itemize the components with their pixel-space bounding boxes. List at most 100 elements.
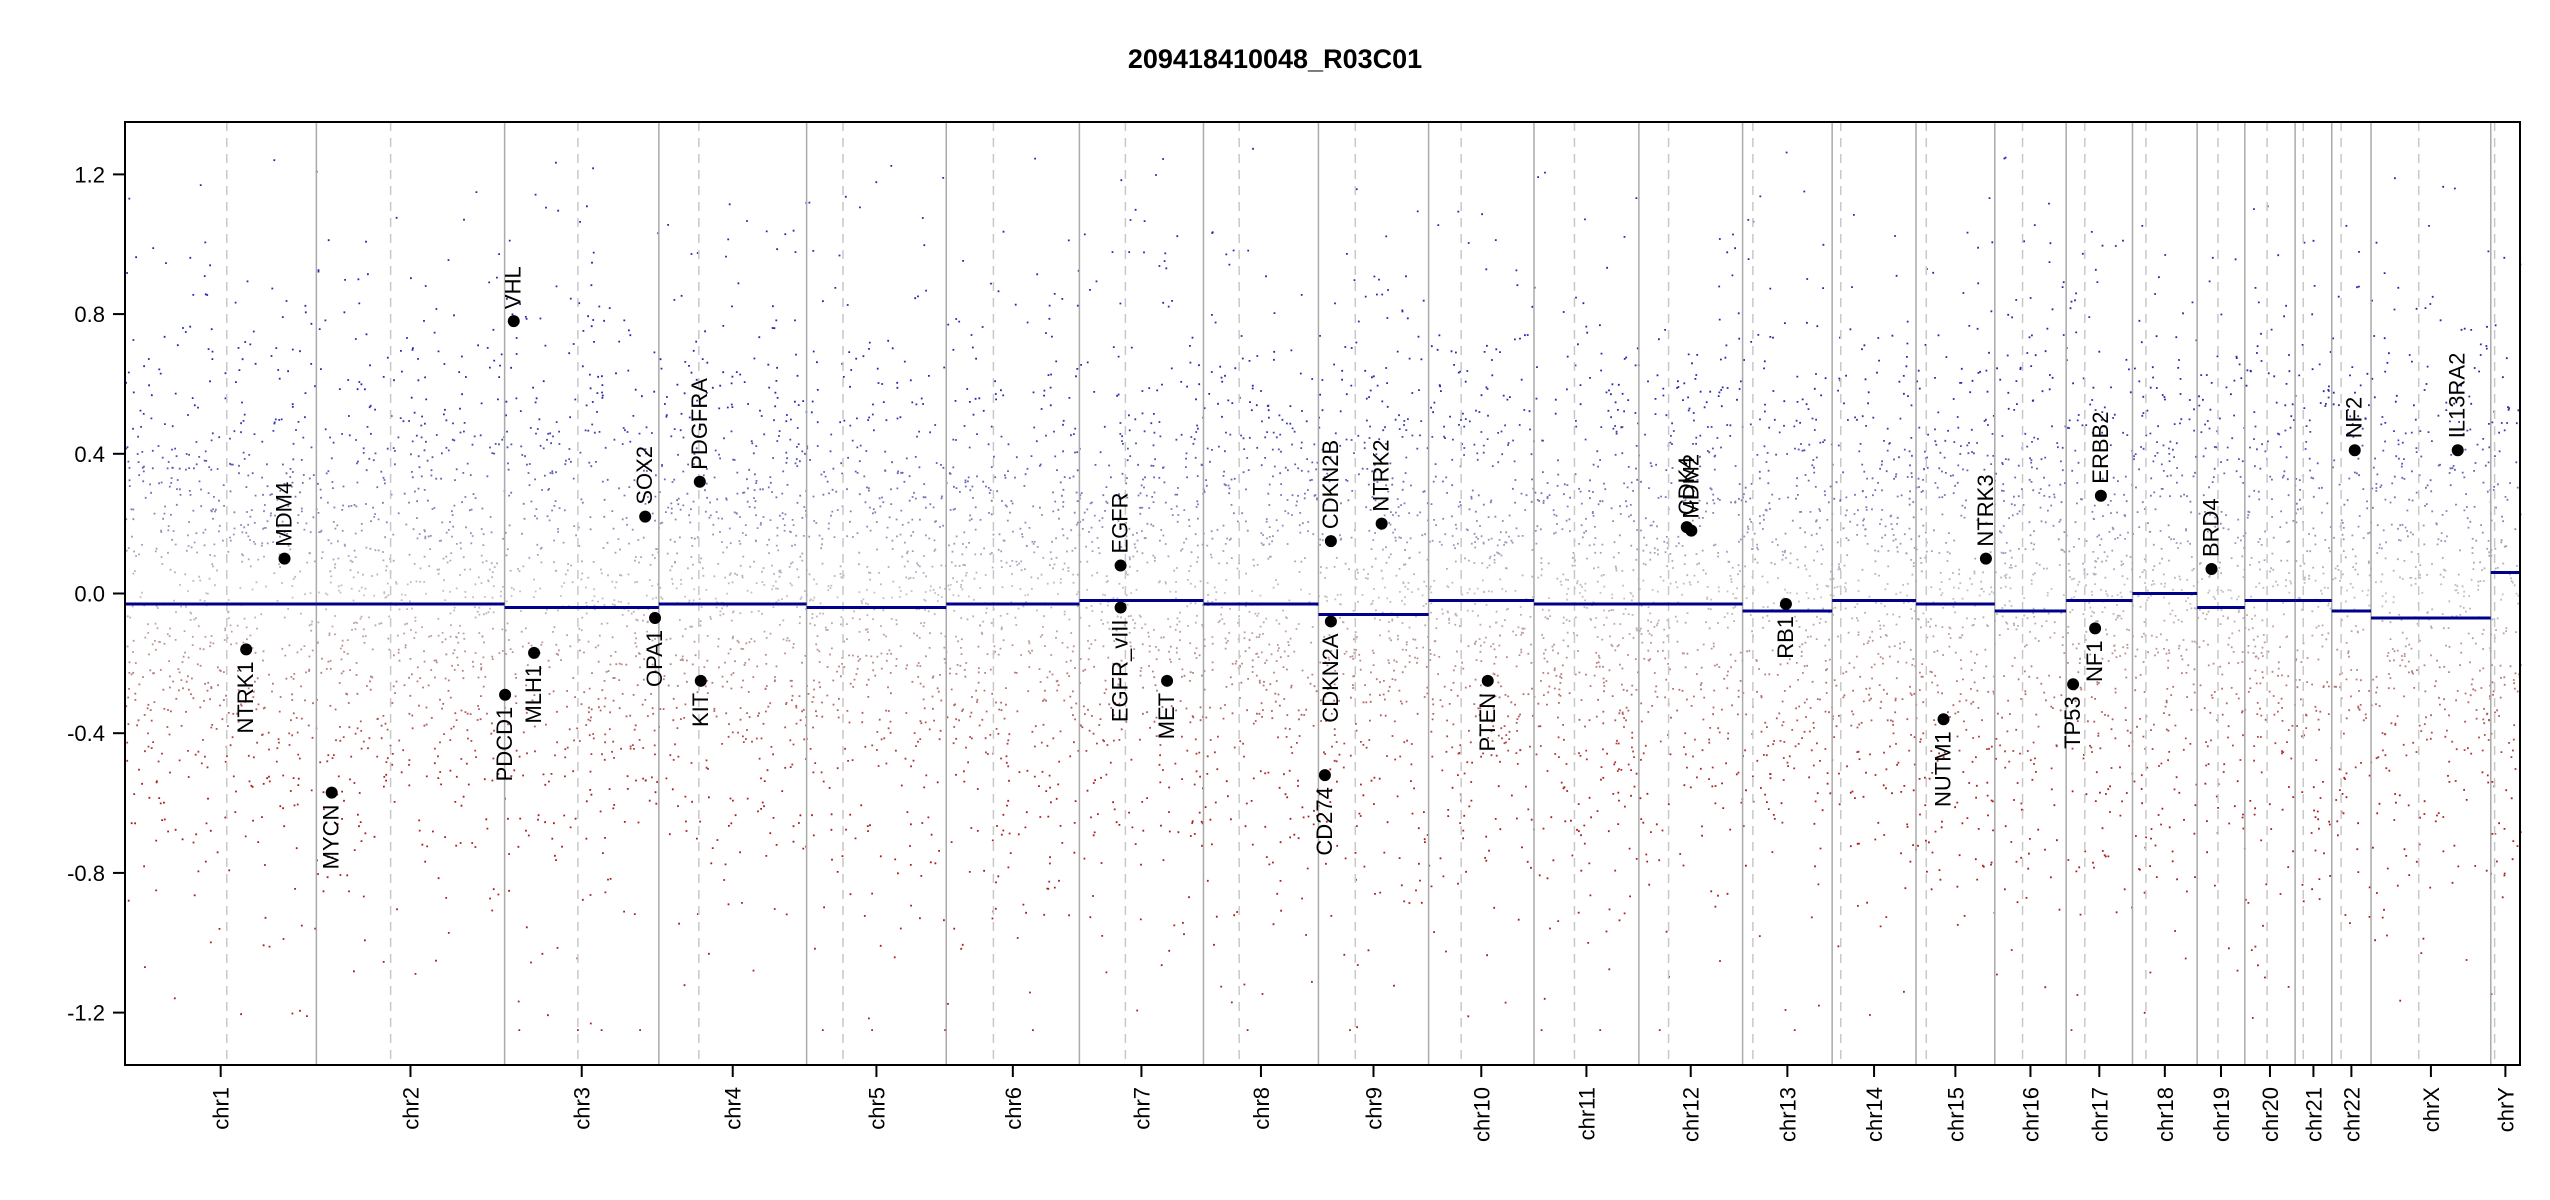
probe-point [409,657,2298,661]
gene-label: EGFR_vIII [1108,619,1133,722]
probe-point [138,682,2506,686]
probe-point [296,730,2433,734]
probe-point [337,557,2387,560]
gene-label: CD274 [1312,787,1337,855]
probe-point [229,437,2485,441]
probe-point [268,748,2458,751]
probe-point [721,742,2192,746]
probe-point [174,638,2421,642]
probe-point [171,448,2484,452]
probe-point [197,406,2510,410]
probe-point [332,486,2519,490]
x-tick-label: chr8 [1249,1087,1274,1130]
probe-point [420,423,2383,427]
probe-point [157,444,2364,448]
probe-point [160,528,2385,532]
gene-point [507,315,520,328]
probe-point [229,536,2365,540]
x-tick-label: chr19 [2209,1087,2234,1142]
probe-point [232,775,2449,778]
probe-point [125,705,2381,708]
probe-point [197,624,2432,628]
probe-point [240,431,2500,434]
probe-point [192,509,2466,512]
x-tick-label: chr9 [1362,1087,1387,1130]
gene-label: ERBB2 [2088,412,2113,484]
probe-point [198,480,2033,483]
probe-point [276,497,2509,501]
y-tick-label: -0.8 [67,861,105,886]
probe-point [229,490,2489,494]
gene-label: CDK4 [1674,456,1699,515]
probe-point [282,773,2489,777]
probe-point [209,553,2493,557]
probe-point [348,414,2440,418]
gene-point [1318,769,1331,782]
gene-point [2089,622,2102,635]
probe-point [125,517,2240,521]
probe-point [491,721,2486,725]
gene-point [2451,444,2464,457]
probe-point [164,422,2518,425]
probe-point [253,521,2438,525]
probe-point [141,781,2207,785]
probe-point [290,718,2490,722]
probe-point [170,513,2444,517]
probe-point [131,604,2462,608]
probe-point [218,523,2482,527]
probe-point [384,596,2301,600]
x-tick-label: chr11 [1574,1087,1599,1140]
probe-point [132,650,2492,654]
probe-point [362,573,2460,577]
probe-point [193,541,2503,545]
probe-point [187,776,2346,779]
gene-point [2205,563,2218,576]
probe-point [204,755,1791,758]
gene-point [694,674,707,687]
gene-label: MYCN [319,805,344,870]
gene-point [1114,601,1127,614]
probe-point [162,688,2477,692]
x-tick-label: chr14 [1862,1087,1887,1142]
probe-point [125,447,2418,450]
probe-point [210,685,2436,689]
probe-point [150,491,2418,495]
probe-point [246,637,2408,641]
probe-point [217,665,2446,669]
probe-point [127,722,2426,726]
probe-point [188,520,2504,524]
probe-point [300,506,2497,510]
probe-point [146,707,2485,711]
probe-point [149,708,2498,712]
probe-point [153,700,2470,704]
chromosome-lines [226,122,2496,1065]
probe-point [155,781,2494,784]
probe-point [360,522,2438,526]
probe-point [142,412,1657,415]
probe-point [292,470,2464,474]
gene-point [2067,678,2080,691]
probe-point [140,426,2292,429]
probe-point [459,407,2195,411]
x-tick-label: chr5 [864,1087,889,1130]
probe-point [126,759,2255,763]
probe-point [190,693,2494,697]
x-tick-label: chr13 [1775,1087,1800,1142]
gene-point [325,786,338,799]
gene-point [2348,444,2361,457]
probe-point [348,433,2352,437]
probe-point [170,476,2404,480]
probe-point [241,559,2406,563]
gene-point [1937,713,1950,726]
gene-label: OPA1 [642,630,667,687]
gene-label: NTRK2 [1369,440,1394,512]
probe-point [225,694,2491,698]
probe-point [218,499,2414,502]
probe-point [705,766,2388,770]
x-tick-label: chr22 [2339,1087,2364,1142]
probe-point [202,738,2515,742]
probe-point [156,627,2508,630]
probe-point [232,532,2414,536]
probe-point [261,734,2486,737]
probe-point [351,628,2497,631]
